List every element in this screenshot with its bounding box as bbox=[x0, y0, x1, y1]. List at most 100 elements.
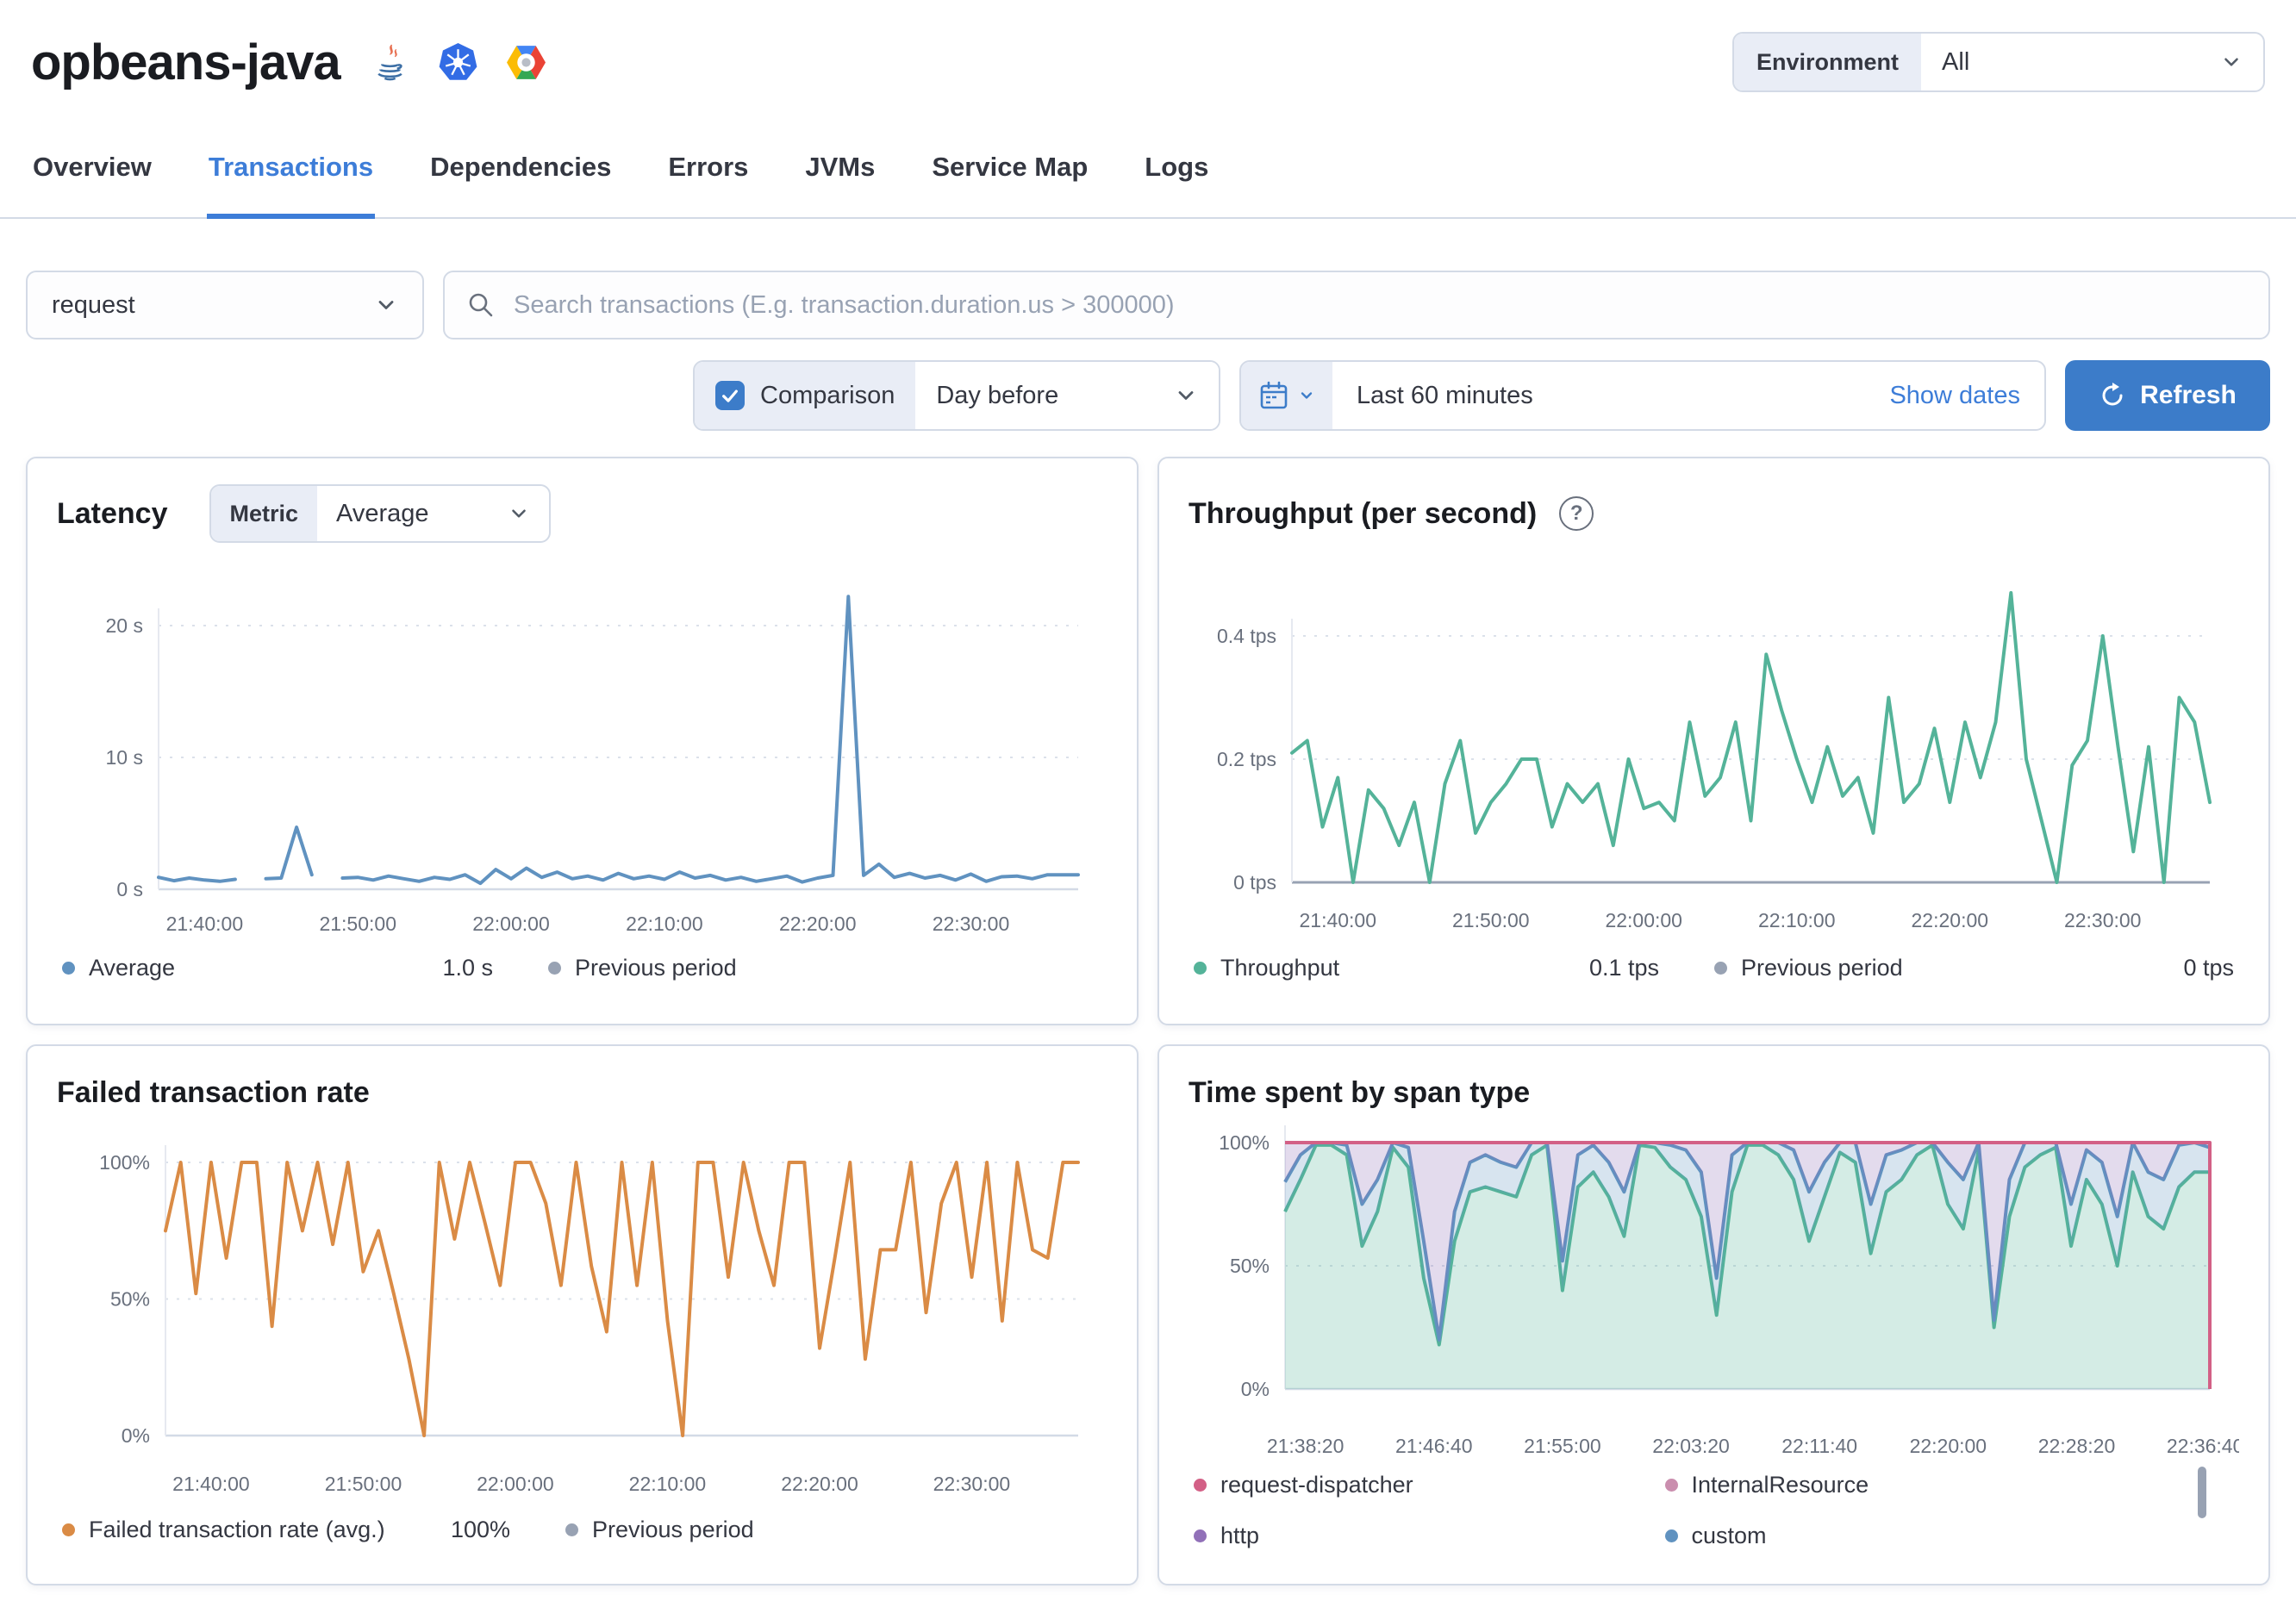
refresh-icon bbox=[2102, 383, 2123, 406]
legend-label: Previous period bbox=[575, 955, 737, 981]
legend-item[interactable]: Previous period bbox=[565, 1517, 754, 1543]
svg-text:21:38:20: 21:38:20 bbox=[1267, 1435, 1345, 1457]
svg-text:10 s: 10 s bbox=[106, 746, 143, 769]
latency-panel: Latency Metric Average 20 s 10 s 0 s 21:40:… bbox=[26, 457, 1139, 1025]
throughput-title: Throughput (per second) bbox=[1189, 496, 1538, 530]
svg-text:22:20:00: 22:20:00 bbox=[1910, 1435, 1987, 1457]
tab-overview[interactable]: Overview bbox=[33, 152, 152, 182]
svg-text:22:20:00: 22:20:00 bbox=[781, 1473, 858, 1495]
span-type-title: Time spent by span type bbox=[1189, 1075, 1531, 1109]
tab-dependencies[interactable]: Dependencies bbox=[430, 152, 612, 182]
svg-text:22:30:00: 22:30:00 bbox=[2064, 909, 2142, 931]
legend-label: InternalResource bbox=[1691, 1472, 1869, 1498]
legend-scrollbar[interactable] bbox=[2198, 1467, 2206, 1518]
tab-logs[interactable]: Logs bbox=[1145, 152, 1209, 182]
legend-item[interactable]: InternalResource bbox=[1664, 1472, 2137, 1498]
svg-text:21:50:00: 21:50:00 bbox=[1452, 909, 1530, 931]
tab-jvms[interactable]: JVMs bbox=[805, 152, 876, 182]
comparison-label: Comparison bbox=[760, 381, 895, 409]
chevron-down-icon bbox=[2224, 58, 2238, 66]
search-icon bbox=[469, 293, 493, 317]
comparison-value: Day before bbox=[936, 381, 1059, 409]
svg-text:22:30:00: 22:30:00 bbox=[933, 913, 1010, 935]
failed-rate-title: Failed transaction rate bbox=[57, 1075, 370, 1109]
legend-dot bbox=[1194, 1529, 1207, 1542]
legend-item[interactable]: Average 1.0 s bbox=[62, 955, 493, 981]
latency-title: Latency bbox=[57, 496, 168, 530]
failed-rate-panel: Failed transaction rate 100% 50% 0% 21:40:0… bbox=[26, 1044, 1139, 1585]
comparison-control: Comparison Day before bbox=[693, 360, 1220, 431]
legend-item[interactable]: Previous period 0 tps bbox=[1714, 955, 2234, 981]
svg-text:21:46:40: 21:46:40 bbox=[1395, 1435, 1473, 1457]
svg-text:0%: 0% bbox=[1241, 1378, 1270, 1400]
svg-text:21:40:00: 21:40:00 bbox=[1299, 909, 1376, 931]
java-icon bbox=[377, 44, 402, 80]
comparison-checkbox[interactable] bbox=[715, 381, 745, 410]
date-picker-menu[interactable] bbox=[1241, 362, 1332, 429]
svg-text:21:50:00: 21:50:00 bbox=[319, 913, 396, 935]
latency-chart[interactable]: 20 s 10 s 0 s 21:40:00 21:50:00 22:00:00 22:10… bbox=[57, 545, 1107, 950]
kubernetes-icon bbox=[439, 42, 477, 80]
svg-text:0 tps: 0 tps bbox=[1233, 871, 1276, 894]
refresh-button[interactable]: Refresh bbox=[2065, 360, 2270, 431]
environment-label: Environment bbox=[1734, 34, 1922, 90]
environment-value: All bbox=[1942, 47, 1970, 76]
legend-item[interactable]: request-dispatcher bbox=[1194, 1472, 1665, 1498]
span-type-legend: request-dispatcher InternalResource http cu… bbox=[1189, 1467, 2239, 1549]
time-range-value[interactable]: Last 60 minutes bbox=[1357, 381, 1533, 409]
google-cloud-icon bbox=[506, 45, 546, 79]
service-title: opbeans-java bbox=[31, 34, 341, 90]
transaction-type-select[interactable]: request bbox=[26, 271, 424, 340]
failed-rate-chart[interactable]: 100% 50% 0% 21:40:00 21:50:00 22:00:00 22:10:0… bbox=[57, 1115, 1107, 1511]
legend-item[interactable]: Failed transaction rate (avg.) 100% bbox=[62, 1517, 510, 1543]
comparison-select[interactable]: Day before bbox=[915, 362, 1219, 429]
help-icon[interactable]: ? bbox=[1559, 496, 1594, 531]
svg-text:50%: 50% bbox=[1230, 1255, 1270, 1277]
legend-item[interactable]: http bbox=[1194, 1523, 1665, 1549]
legend-value: 0 tps bbox=[2183, 955, 2234, 981]
svg-text:21:40:00: 21:40:00 bbox=[172, 1473, 250, 1495]
legend-item[interactable]: Throughput 0.1 tps bbox=[1194, 955, 1659, 981]
tab-transactions[interactable]: Transactions bbox=[206, 140, 376, 219]
metric-label: Metric bbox=[210, 486, 318, 541]
tab-errors[interactable]: Errors bbox=[668, 152, 749, 182]
svg-text:0.4 tps: 0.4 tps bbox=[1217, 625, 1276, 647]
legend-dot bbox=[565, 1523, 578, 1536]
svg-text:22:10:00: 22:10:00 bbox=[1758, 909, 1836, 931]
legend-label: http bbox=[1220, 1523, 1260, 1548]
legend-item[interactable]: Previous period bbox=[548, 955, 737, 981]
svg-text:21:55:00: 21:55:00 bbox=[1524, 1435, 1601, 1457]
show-dates-link[interactable]: Show dates bbox=[1889, 381, 2020, 409]
legend-item[interactable]: custom bbox=[1664, 1523, 2137, 1549]
throughput-chart[interactable]: 0.4 tps 0.2 tps 0 tps 21:40:00 21:50:00 22:00… bbox=[1189, 545, 2239, 950]
svg-text:22:03:20: 22:03:20 bbox=[1652, 1435, 1730, 1457]
latency-metric-select[interactable]: Metric Average bbox=[209, 484, 551, 543]
svg-text:22:36:40: 22:36:40 bbox=[2167, 1435, 2239, 1457]
svg-text:22:20:00: 22:20:00 bbox=[779, 913, 857, 935]
svg-text:22:20:00: 22:20:00 bbox=[1912, 909, 1989, 931]
legend-dot bbox=[1664, 1479, 1678, 1492]
svg-text:0.2 tps: 0.2 tps bbox=[1217, 748, 1276, 770]
legend-label: Previous period bbox=[1741, 955, 1903, 981]
transaction-type-value: request bbox=[52, 290, 135, 319]
span-type-chart[interactable]: 100% 50% 0% 21:38:20 21:46:40 21:55:00 22:03:2… bbox=[1189, 1115, 2239, 1467]
tab-service-map[interactable]: Service Map bbox=[932, 152, 1089, 182]
page-header: opbeans-java bbox=[0, 0, 2296, 98]
date-picker: Last 60 minutes Show dates bbox=[1239, 360, 2046, 431]
refresh-label: Refresh bbox=[2140, 381, 2237, 409]
legend-value: 0.1 tps bbox=[1588, 955, 1659, 981]
throughput-panel: Throughput (per second) ? 0.4 tps 0.2 tps… bbox=[1157, 457, 2270, 1025]
legend-label: custom bbox=[1691, 1523, 1767, 1548]
chevron-down-icon bbox=[1301, 392, 1313, 399]
svg-text:0 s: 0 s bbox=[116, 878, 143, 900]
svg-text:22:11:40: 22:11:40 bbox=[1781, 1435, 1857, 1457]
legend-label: Throughput bbox=[1220, 955, 1340, 981]
filter-row: request bbox=[26, 271, 2270, 340]
legend-value: 100% bbox=[450, 1517, 510, 1542]
search-box bbox=[443, 271, 2270, 340]
charts-grid: Latency Metric Average 20 s 10 s 0 s 21:40:… bbox=[26, 457, 2270, 1585]
environment-select[interactable]: Environment All bbox=[1732, 32, 2265, 92]
svg-text:22:30:00: 22:30:00 bbox=[933, 1473, 1011, 1495]
chevron-down-icon bbox=[511, 509, 526, 518]
search-input[interactable] bbox=[512, 290, 2246, 321]
